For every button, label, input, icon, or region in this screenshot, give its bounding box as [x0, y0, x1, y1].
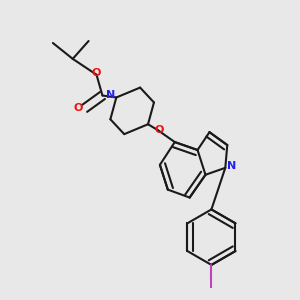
- Text: I: I: [209, 280, 213, 290]
- Text: N: N: [106, 90, 116, 100]
- Text: N: N: [227, 161, 236, 171]
- Text: O: O: [155, 125, 164, 135]
- Text: O: O: [92, 68, 101, 78]
- Text: O: O: [74, 103, 83, 113]
